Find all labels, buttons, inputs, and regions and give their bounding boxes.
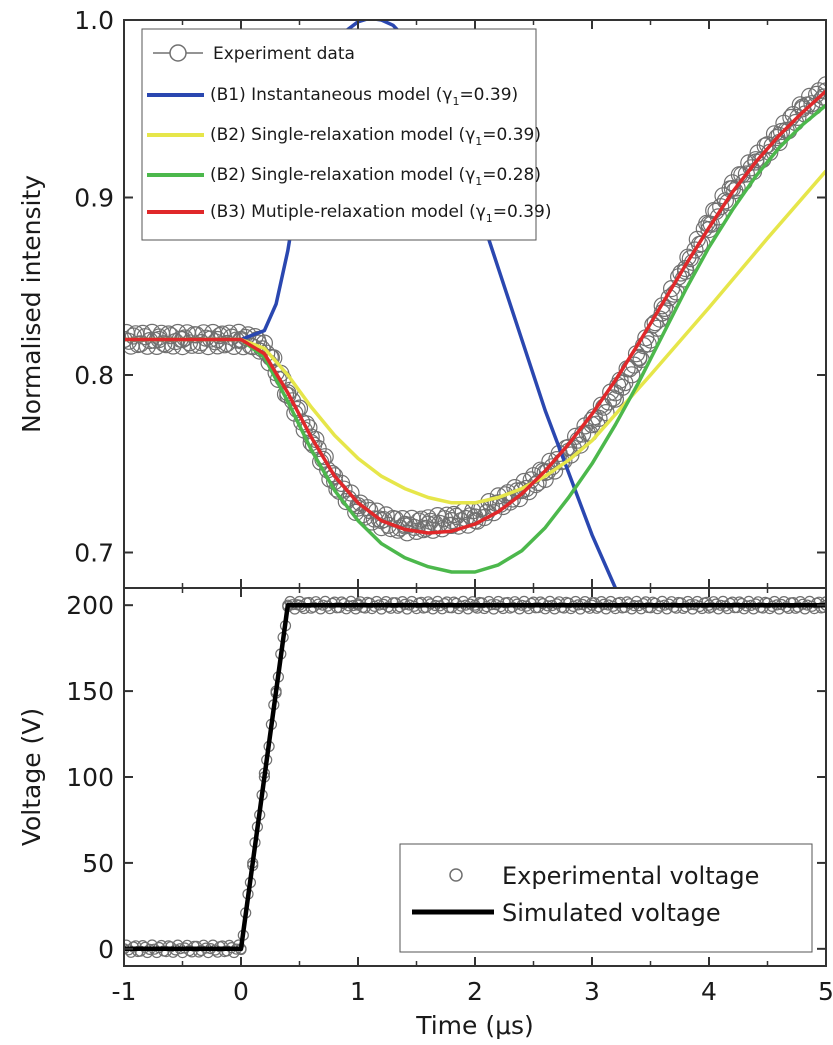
intensity-experiment-data-data-point bbox=[700, 215, 718, 233]
intensity-experiment-data-data-point bbox=[747, 153, 765, 171]
y-tick-label: 0.7 bbox=[74, 539, 114, 568]
x-tick-label: -1 bbox=[112, 977, 137, 1006]
voltage-experimental-voltage-point bbox=[820, 596, 826, 608]
intensity-experiment-data-point bbox=[686, 241, 704, 259]
intensity-b3-mutiple-relaxation-model-1-0-39-line bbox=[124, 89, 826, 535]
y-tick-label: 0.9 bbox=[74, 184, 114, 213]
legend-label-b2a: (B2) Single-relaxation model (γ1=0.39) bbox=[210, 125, 541, 148]
x-tick-label: 3 bbox=[584, 977, 600, 1006]
intensity-experiment-data-point bbox=[726, 182, 744, 200]
y-tick-label: 50 bbox=[82, 849, 114, 878]
y-tick-label: 0.8 bbox=[74, 361, 114, 390]
intensity-experiment-data-point bbox=[590, 409, 608, 427]
legend-label-b2b: (B2) Single-relaxation model (γ1=0.28) bbox=[210, 165, 541, 188]
x-tick-label: 0 bbox=[233, 977, 249, 1006]
x-tick-label: 1 bbox=[350, 977, 366, 1006]
time-x-axis-label: Time (μs) bbox=[415, 1011, 534, 1040]
intensity-experiment-data-point bbox=[597, 404, 615, 422]
intensity-experiment-data-point bbox=[365, 510, 383, 528]
intensity-y-axis-label: Normalised intensity bbox=[17, 175, 46, 433]
legend-marker-experimental-voltage bbox=[449, 868, 463, 882]
voltage-series-layer bbox=[124, 595, 826, 959]
intensity-experiment-data-point bbox=[190, 336, 208, 354]
voltage-simulated-voltage-line bbox=[124, 602, 826, 952]
intensity-experiment-data-point bbox=[728, 179, 746, 197]
legend-item-b2b: (B2) Single-relaxation model (γ1=0.28) bbox=[147, 165, 541, 188]
intensity-experiment-data-point bbox=[375, 510, 393, 529]
x-tick-label: 4 bbox=[701, 977, 717, 1006]
legend-marker-experiment bbox=[169, 44, 187, 62]
intensity-experiment-data-data-point bbox=[770, 126, 788, 144]
intensity-experiment-data-point bbox=[817, 76, 826, 94]
legend-item-simulated-voltage: Simulated voltage bbox=[412, 899, 721, 927]
y-tick-label: 150 bbox=[66, 677, 114, 706]
intensity-experiment-data-point bbox=[679, 248, 697, 266]
y-tick-label: 200 bbox=[66, 591, 114, 620]
legend-item-experimental-voltage: Experimental voltage bbox=[449, 862, 759, 890]
intensity-panel: 0.7 0.8 0.9 1.0 Normalised intensity Experi… bbox=[17, 6, 827, 589]
voltage-legend: Experimental voltage Simulated voltage bbox=[399, 843, 813, 953]
y-tick-label: 1.0 bbox=[74, 6, 114, 35]
intensity-experiment-data-point bbox=[742, 159, 760, 177]
intensity-experiment-data-data-point bbox=[817, 82, 826, 100]
intensity-experiment-data-point bbox=[623, 366, 641, 384]
legend-label-b3: (B3) Mutiple-relaxation model (γ1=0.39) bbox=[210, 202, 552, 225]
intensity-experiment-data-data-point bbox=[443, 511, 461, 530]
intensity-experiment-data-point bbox=[756, 137, 774, 155]
legend-label-simulated-voltage: Simulated voltage bbox=[502, 899, 721, 927]
intensity-experiment-data-point bbox=[218, 334, 236, 353]
intensity-experiment-data-data-point bbox=[723, 180, 742, 198]
legend-label-b1: (B1) Instantaneous model (γ1=0.39) bbox=[210, 85, 518, 108]
legend-item-b2a: (B2) Single-relaxation model (γ1=0.39) bbox=[147, 125, 541, 148]
x-tick-label: 5 bbox=[818, 977, 833, 1006]
intensity-legend-box bbox=[141, 28, 537, 241]
intensity-experiment-data-point bbox=[681, 250, 699, 268]
voltage-legend-box bbox=[399, 843, 813, 953]
intensity-experiment-data-point bbox=[737, 165, 756, 183]
legend-item-experiment: Experiment data bbox=[153, 44, 355, 64]
legend-item-b3: (B3) Mutiple-relaxation model (γ1=0.39) bbox=[147, 202, 552, 225]
voltage-y-axis-label: Voltage (V) bbox=[17, 708, 46, 846]
intensity-experiment-data-point bbox=[566, 427, 585, 445]
legend-label-experiment: Experiment data bbox=[213, 44, 355, 64]
intensity-experiment-data-data-point bbox=[676, 259, 695, 278]
intensity-ticks: 0.7 0.8 0.9 1.0 bbox=[74, 6, 827, 588]
legend-label-experimental-voltage: Experimental voltage bbox=[502, 862, 759, 890]
legend-item-b1: (B1) Instantaneous model (γ1=0.39) bbox=[147, 85, 518, 108]
y-tick-label: 100 bbox=[66, 763, 114, 792]
intensity-legend: Experiment data (B1) Instantaneous model… bbox=[141, 28, 552, 241]
y-tick-label: 0 bbox=[98, 935, 114, 964]
intensity-experiment-data-data-point bbox=[372, 511, 390, 530]
intensity-experiment-data-data-point bbox=[793, 100, 812, 118]
intensity-b2-single-relaxation-model-1-0-28-line bbox=[124, 103, 826, 574]
x-tick-label: 2 bbox=[467, 977, 483, 1006]
